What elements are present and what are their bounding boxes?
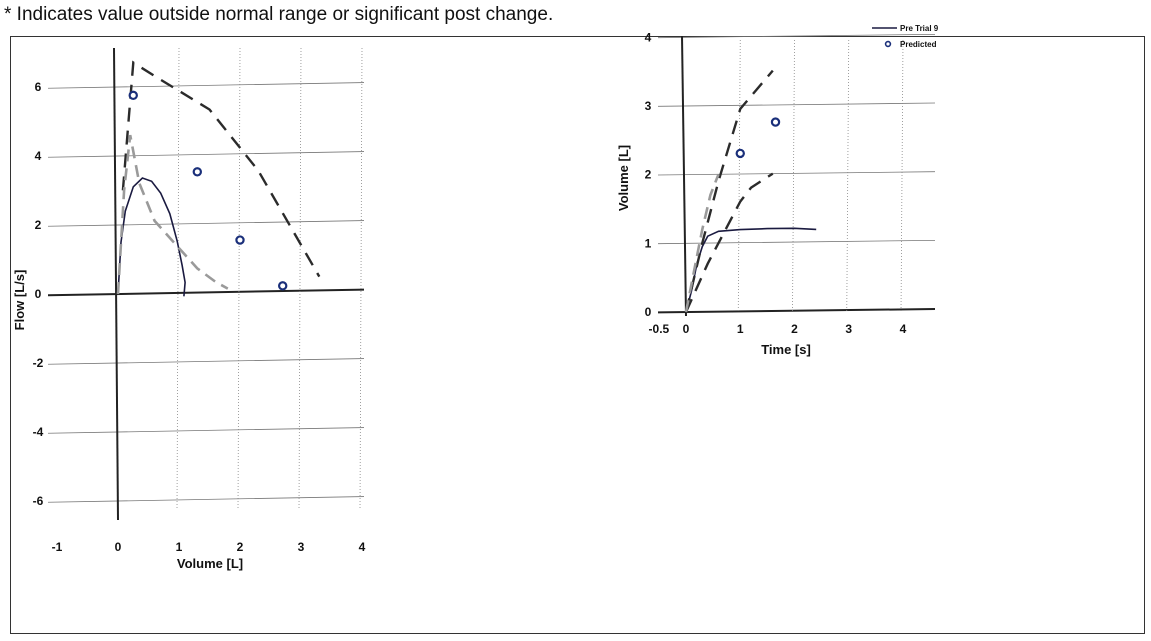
- flow-volume-xtick-label: 2: [237, 540, 244, 554]
- flow-volume-xtick-label: -1: [52, 540, 63, 554]
- flow-volume-hgrid-6: [47, 496, 365, 503]
- volume-time-xtick-label: 2: [791, 322, 798, 336]
- volume-time-xtick-label: 3: [845, 322, 852, 336]
- flow-volume-predicted-marker: [235, 235, 245, 245]
- volume-time-series-dark-dash: [684, 172, 774, 313]
- flow-volume-ytick-label: 2: [35, 218, 42, 232]
- flow-volume-hgrid-4: [47, 358, 365, 365]
- volume-time-xtick-label: 1: [737, 322, 744, 336]
- volume-time-hgrid-0: [657, 33, 936, 39]
- flow-volume-ytick-label: 0: [35, 287, 42, 301]
- volume-time-xaxis-label: Time [s]: [761, 342, 811, 357]
- volume-time-hgrid-3: [657, 239, 936, 245]
- flow-volume-ytick-label: -2: [33, 356, 44, 370]
- volume-time-yaxis-label: Volume [L]: [616, 145, 631, 211]
- flow-volume-hgrid-5: [47, 427, 365, 434]
- flow-volume-ytick-label: -6: [33, 494, 44, 508]
- legend-predicted-label: Predicted: [900, 40, 937, 49]
- volume-time-vgrid-3: [792, 39, 795, 314]
- flow-volume-ytick-label: 6: [35, 80, 42, 94]
- flow-volume-xtick-label: 4: [359, 540, 366, 554]
- flow-volume-hgrid-2: [47, 220, 365, 227]
- flow-volume-hgrid-3: [47, 288, 365, 297]
- volume-time-xtick-label: -0.5: [649, 322, 670, 336]
- header-note: * Indicates value outside normal range o…: [4, 4, 554, 25]
- volume-time-xtick-label: 0: [683, 322, 690, 336]
- legend-measured-label: Pre Trial 9: [900, 24, 939, 33]
- volume-time-hgrid-1: [657, 102, 936, 107]
- flow-volume-vgrid-4: [298, 47, 302, 511]
- flow-volume-xaxis-label: Volume [L]: [177, 556, 243, 571]
- volume-time-vgrid-5: [900, 39, 904, 314]
- flow-volume-vgrid-3: [237, 47, 241, 511]
- flow-volume-hgrid-1: [47, 151, 365, 158]
- volume-time-ytick-label: 1: [645, 236, 652, 250]
- flow-volume-vgrid-2: [176, 47, 180, 511]
- flow-volume-predicted-marker: [278, 281, 288, 291]
- volume-time-series-light-dash: [684, 173, 720, 313]
- volume-time-ytick-label: 3: [645, 99, 652, 113]
- volume-time-ytick-label: 0: [645, 305, 652, 319]
- flow-volume-vgrid-5: [359, 47, 363, 511]
- volume-time-xtick-label: 4: [900, 322, 907, 336]
- volume-time-predicted-marker: [735, 148, 745, 159]
- flow-volume-xtick-label: 1: [176, 540, 183, 554]
- flow-volume-series-solid: [117, 177, 186, 297]
- flow-volume-predicted-marker: [192, 167, 202, 177]
- flow-volume-series-dark-dash: [121, 60, 321, 278]
- volume-time-vgrid-2: [737, 39, 741, 314]
- volume-time-ytick-label: 4: [645, 30, 652, 44]
- volume-time-hgrid-4: [657, 308, 936, 314]
- volume-time-hgrid-2: [657, 171, 936, 176]
- flow-volume-yaxis-label: Flow [L/s]: [12, 270, 27, 331]
- flow-volume-xtick-label: 0: [115, 540, 122, 554]
- volume-time-y-axis: [681, 35, 687, 317]
- flow-volume-xtick-label: 3: [298, 540, 305, 554]
- volume-time-series-dark-dash: [684, 69, 774, 313]
- volume-time-ytick-label: 2: [645, 168, 652, 182]
- flow-volume-y-axis: [113, 47, 119, 521]
- flow-volume-hgrid-0: [47, 82, 365, 89]
- flow-volume-ytick-label: 4: [35, 149, 42, 163]
- volume-time-predicted-marker: [770, 117, 781, 127]
- flow-volume-predicted-marker: [128, 90, 138, 101]
- flow-volume-series-light-dash: [116, 134, 229, 295]
- volume-time-vgrid-4: [846, 39, 850, 314]
- report-frame: [10, 36, 1145, 634]
- legend-predicted-marker: [884, 40, 892, 48]
- flow-volume-ytick-label: -4: [33, 425, 44, 439]
